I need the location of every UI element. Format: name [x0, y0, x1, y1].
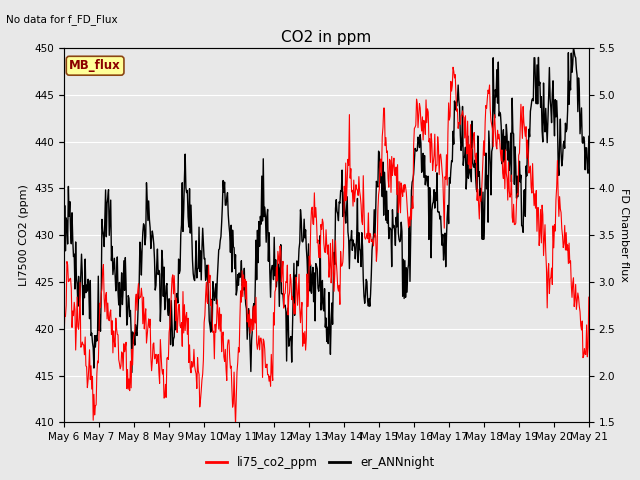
Text: MB_flux: MB_flux: [69, 59, 121, 72]
Title: CO2 in ppm: CO2 in ppm: [281, 30, 372, 46]
Y-axis label: LI7500 CO2 (ppm): LI7500 CO2 (ppm): [19, 184, 29, 286]
Legend: li75_co2_ppm, er_ANNnight: li75_co2_ppm, er_ANNnight: [201, 452, 439, 474]
Text: No data for f_FD_Flux: No data for f_FD_Flux: [6, 14, 118, 25]
Y-axis label: FD Chamber flux: FD Chamber flux: [619, 188, 629, 282]
